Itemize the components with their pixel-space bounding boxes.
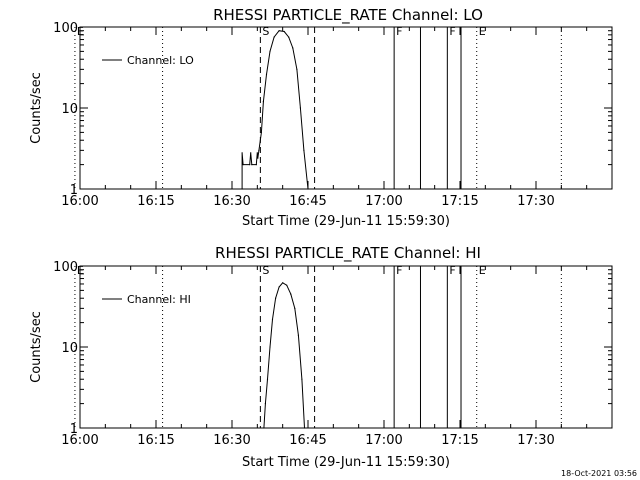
x-tick-label-lo: 17:15 xyxy=(441,194,478,209)
footer-timestamp: 18-Oct-2021 03:56 xyxy=(561,469,637,478)
x-tick-label-hi: 16:00 xyxy=(61,433,98,448)
data-point-lo xyxy=(260,131,262,133)
data-point-lo xyxy=(250,152,252,154)
marker-label-hi: F xyxy=(449,264,455,277)
data-point-lo xyxy=(251,164,253,166)
ylabel-hi: Counts/sec xyxy=(29,311,44,383)
xlabel-hi: Start Time (29-Jun-11 15:59:30) xyxy=(242,455,450,470)
data-point-hi xyxy=(266,378,269,380)
marker-label-hi: E xyxy=(479,264,486,277)
data-point-hi xyxy=(278,286,280,288)
plot-frame-lo xyxy=(79,26,613,190)
x-tick-label-hi: 16:45 xyxy=(289,433,326,448)
series-line-hi xyxy=(263,282,305,429)
series-line-lo xyxy=(241,30,309,190)
x-tick-label-hi: 17:15 xyxy=(441,433,478,448)
data-point-hi xyxy=(301,378,303,380)
data-point-hi xyxy=(303,427,306,429)
marker-label-lo: E xyxy=(77,25,84,38)
data-point-lo xyxy=(296,68,298,70)
chart-title-lo: RHESSI PARTICLE_RATE Channel: LO xyxy=(213,6,483,25)
data-point-lo xyxy=(249,164,251,166)
data-point-hi xyxy=(263,427,265,429)
data-point-lo xyxy=(256,152,258,154)
data-point-lo xyxy=(242,164,244,166)
xlabel-lo: Start Time (29-Jun-11 15:59:30) xyxy=(242,214,450,229)
data-point-lo xyxy=(258,149,260,151)
y-tick-label-hi: 1 xyxy=(70,422,78,437)
marker-label-hi: S xyxy=(262,264,269,277)
marker-label-lo: E xyxy=(479,25,486,38)
marker-label-lo: F xyxy=(396,25,402,38)
data-point-hi xyxy=(264,403,266,405)
data-point-hi xyxy=(275,297,277,299)
panel-channel-hi: RHESSI PARTICLE_RATE Channel: HI Counts/… xyxy=(29,244,613,470)
data-point-lo xyxy=(307,188,309,190)
data-point-lo xyxy=(299,107,301,109)
x-tick-label-lo: 17:00 xyxy=(365,194,402,209)
data-point-lo xyxy=(241,188,243,190)
chart-title-hi: RHESSI PARTICLE_RATE Channel: HI xyxy=(215,244,481,263)
data-point-lo xyxy=(255,164,257,166)
data-point-hi xyxy=(269,346,271,348)
marker-label-hi: E xyxy=(77,264,84,277)
marker-label-lo: S xyxy=(262,25,269,38)
x-tick-label-hi: 16:15 xyxy=(137,433,174,448)
data-point-lo xyxy=(303,149,305,151)
data-point-lo xyxy=(273,36,275,38)
data-point-lo xyxy=(241,152,243,154)
data-point-hi xyxy=(294,307,296,309)
data-point-lo xyxy=(283,30,285,33)
data-point-lo xyxy=(262,101,264,103)
y-tick-label-lo: 1 xyxy=(70,183,78,198)
data-point-lo xyxy=(288,36,290,38)
y-tick-label-hi: 10 xyxy=(61,341,78,356)
data-point-lo xyxy=(278,30,280,32)
data-point-hi xyxy=(290,293,292,295)
ylabel-lo: Counts/sec xyxy=(29,72,44,144)
panel-channel-lo: RHESSI PARTICLE_RATE Channel: LO Counts/… xyxy=(29,6,613,229)
x-tick-label-lo: 17:30 xyxy=(517,194,554,209)
legend-label-lo: Channel: LO xyxy=(127,54,194,67)
plot-frame-hi xyxy=(79,265,613,429)
x-tick-label-lo: 16:30 xyxy=(213,194,250,209)
marker-label-lo: F xyxy=(449,25,455,38)
data-point-hi xyxy=(286,284,288,286)
x-tick-label-lo: 16:15 xyxy=(137,194,174,209)
data-point-lo xyxy=(257,157,259,159)
legend-label-hi: Channel: HI xyxy=(127,293,191,306)
data-point-lo xyxy=(269,50,271,53)
y-tick-label-hi: 100 xyxy=(53,260,78,275)
y-tick-label-lo: 10 xyxy=(61,102,78,117)
x-tick-label-hi: 16:30 xyxy=(213,433,250,448)
data-point-lo xyxy=(265,73,268,75)
data-point-hi xyxy=(271,318,274,320)
x-tick-label-hi: 17:30 xyxy=(517,433,554,448)
marker-label-hi: F xyxy=(396,264,402,277)
y-tick-label-lo: 100 xyxy=(53,21,78,36)
x-tick-label-lo: 16:00 xyxy=(61,194,98,209)
x-tick-label-hi: 17:00 xyxy=(365,433,402,448)
data-point-hi xyxy=(297,334,299,336)
x-tick-label-lo: 16:45 xyxy=(289,194,326,209)
data-point-hi xyxy=(282,282,284,284)
data-point-lo xyxy=(292,47,294,49)
